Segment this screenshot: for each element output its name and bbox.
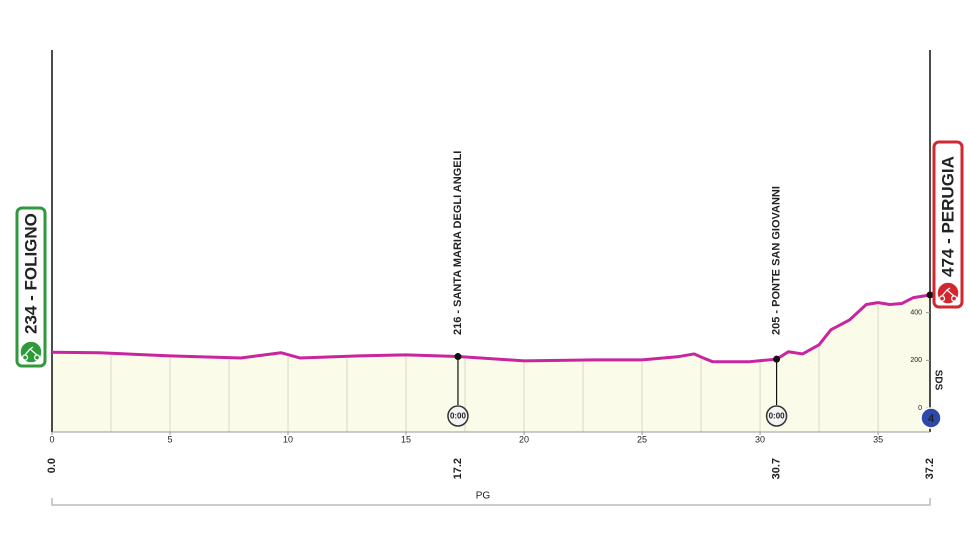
x-tick-label: 5 — [168, 434, 173, 444]
waypoint-dot — [454, 353, 462, 361]
y-tick-label: 400 — [910, 309, 922, 316]
start-label: 234 - FOLIGNO — [21, 213, 40, 334]
region-bracket — [51, 498, 931, 506]
km-marker-label: 37.2 — [924, 458, 936, 479]
x-tick-label: 30 — [755, 434, 765, 444]
km-marker-label: 30.7 — [770, 458, 782, 479]
time-check-icon — [447, 405, 469, 427]
finish-icon — [936, 281, 960, 305]
x-tick-label: 25 — [637, 434, 647, 444]
km-marker-label: 17.2 — [452, 458, 464, 479]
finish-dot — [926, 291, 934, 299]
waypoint-label: 216 - SANTA MARIA DEGLI ANGELI — [452, 151, 464, 335]
start-icon — [19, 340, 43, 364]
time-check-label: 0:00 — [450, 412, 467, 421]
time-check-icon — [765, 405, 788, 427]
y-tick-label: 200 — [910, 357, 922, 364]
x-tick-label: 15 — [401, 434, 411, 444]
profile-area — [52, 294, 930, 432]
waypoint-label: 205 - PONTE SAN GIOVANNI — [770, 186, 782, 335]
region-label: PG — [476, 491, 491, 502]
km-marker-label: 0.0 — [46, 458, 58, 473]
x-tick-label: 10 — [283, 434, 293, 444]
category-badge — [920, 407, 942, 429]
x-tick-label: 0 — [49, 434, 54, 444]
category-badge-label: 4 — [928, 413, 935, 425]
profile-line — [51, 293, 931, 364]
waypoint-dot — [773, 355, 781, 363]
start-badge — [15, 206, 47, 368]
x-tick-label: 35 — [873, 434, 883, 444]
x-tick-label: 20 — [519, 434, 529, 444]
finish-badge — [932, 140, 964, 309]
bike-icon — [21, 346, 41, 361]
y-tick-label: 0 — [918, 405, 922, 412]
bike-icon — [938, 287, 958, 302]
logo: SDS — [932, 370, 943, 391]
time-check-label: 0:00 — [769, 412, 786, 421]
finish-label: 474 - PERUGIA — [938, 156, 957, 277]
